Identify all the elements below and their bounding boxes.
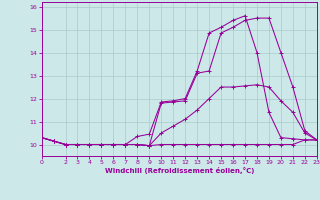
- X-axis label: Windchill (Refroidissement éolien,°C): Windchill (Refroidissement éolien,°C): [105, 167, 254, 174]
